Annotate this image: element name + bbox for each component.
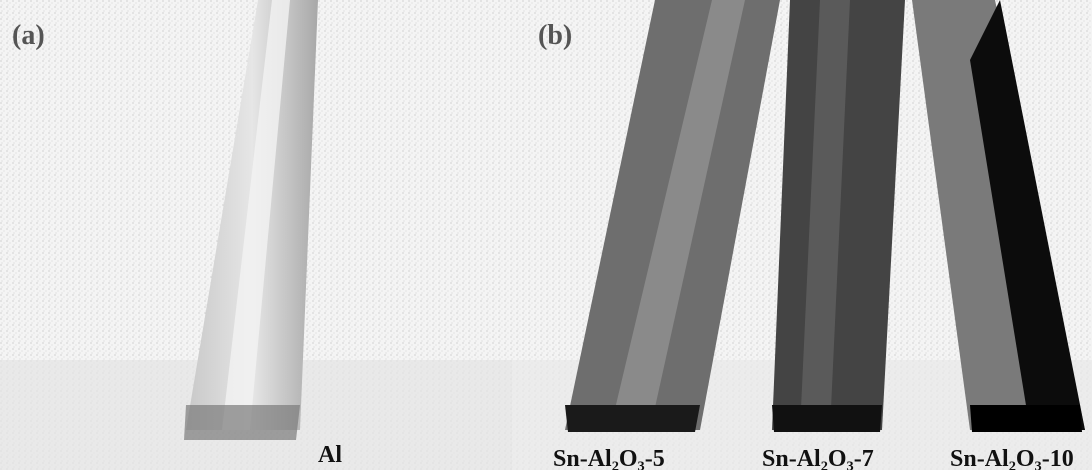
figure: (a) (b) Al Sn-Al₂O₃-5 Sn-Al₂O₃-7 Sn-Al₂O… <box>0 0 1092 470</box>
profile-10-end <box>970 405 1082 432</box>
sample-label: Sn-Al₂O₃-5 <box>553 446 665 470</box>
panel-tag: (a) <box>12 20 45 51</box>
panel-a <box>0 0 512 470</box>
panel-b <box>512 0 1092 470</box>
panel-tag: (b) <box>538 20 572 51</box>
al-end <box>184 405 300 440</box>
profile-7-end <box>772 405 882 432</box>
sample-label: Al <box>318 442 342 468</box>
sample-label: Sn-Al₂O₃-7 <box>762 446 874 470</box>
profile-5-end <box>565 405 700 432</box>
sample-label: Sn-Al₂O₃-10 <box>950 446 1074 470</box>
